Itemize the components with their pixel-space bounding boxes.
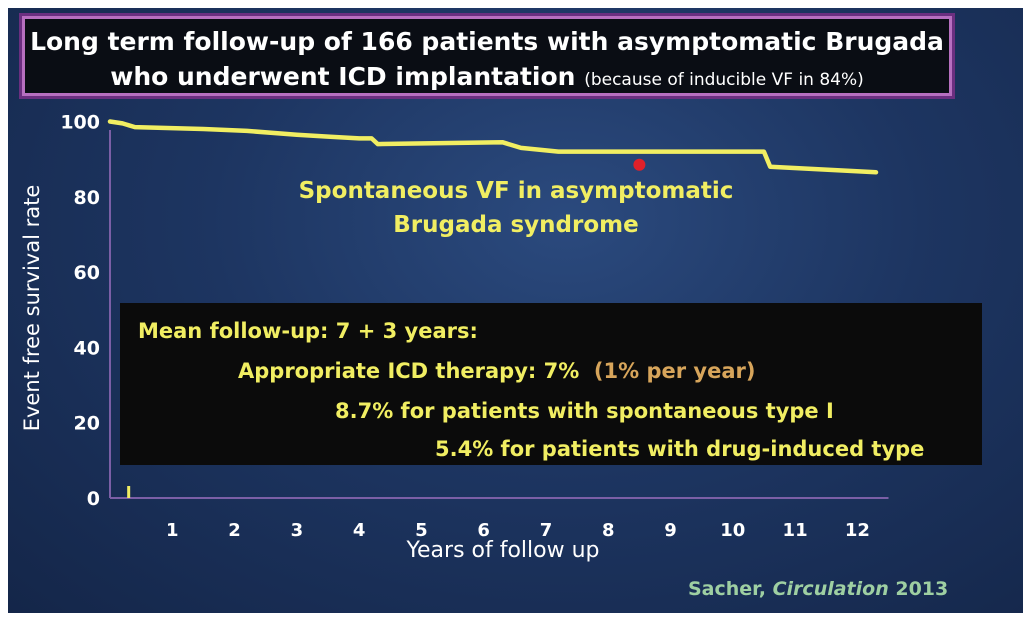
info-line-2-note: (1% per year) <box>593 359 756 383</box>
y-tick-label: 0 <box>87 488 100 510</box>
y-tick-label: 100 <box>60 112 100 134</box>
y-tick-label: 40 <box>74 337 100 359</box>
y-tick-label: 60 <box>74 262 100 284</box>
title-box: Long term follow-up of 166 patients with… <box>22 16 952 96</box>
survival-curve-line <box>107 119 879 175</box>
info-line-2: Appropriate ICD therapy: 7% (1% per year… <box>238 359 755 383</box>
title-note: (because of inducible VF in 84%) <box>584 70 864 90</box>
x-tick-label: 5 <box>415 520 428 541</box>
x-tick-label: 6 <box>477 520 490 541</box>
x-tick-label: 3 <box>291 520 304 541</box>
citation-author: Sacher, <box>688 578 766 600</box>
info-line-1: Mean follow-up: 7 + 3 years: <box>138 319 478 343</box>
x-axis-label: Years of follow up <box>405 538 599 563</box>
title-line-1: Long term follow-up of 166 patients with… <box>30 27 944 56</box>
series-label: Spontaneous VF in asymptomatic Brugada sy… <box>299 178 734 238</box>
x-tick-label: 11 <box>783 520 808 541</box>
x-tick-label: 4 <box>353 520 366 541</box>
red-marker-dot <box>633 158 646 171</box>
title-main-text: who underwent ICD implantation <box>110 62 576 91</box>
x-tick-label: 2 <box>228 520 241 541</box>
y-axis-label: Event free survival rate <box>20 185 44 432</box>
citation-journal: Circulation <box>772 578 889 600</box>
x-tick-label: 7 <box>540 520 553 541</box>
series-label-line: Spontaneous VF in asymptomatic <box>299 178 734 204</box>
info-line-2-main: Appropriate ICD therapy: 7% <box>238 359 580 383</box>
citation: Sacher, Circulation 2013 <box>688 578 948 600</box>
x-tick-label: 9 <box>664 520 677 541</box>
x-tick-label: 10 <box>720 520 745 541</box>
series-label-line: Brugada syndrome <box>393 212 638 238</box>
y-tick-label: 80 <box>74 187 100 209</box>
citation-year: 2013 <box>895 578 949 600</box>
info-box: Mean follow-up: 7 + 3 years: Appropriate… <box>120 303 982 465</box>
info-line-4: 5.4% for patients with drug-induced type <box>435 437 925 461</box>
y-tick-label: 20 <box>74 413 100 435</box>
x-tick-label: 1 <box>166 520 179 541</box>
x-tick-label: 12 <box>845 520 870 541</box>
info-line-3: 8.7% for patients with spontaneous type … <box>335 399 834 423</box>
x-tick-label: 8 <box>602 520 615 541</box>
slide: Long term follow-up of 166 patients with… <box>8 8 1023 613</box>
title-line-2: who underwent ICD implantation (because … <box>25 62 949 91</box>
